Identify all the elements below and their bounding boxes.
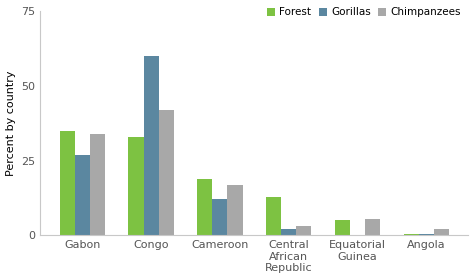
Bar <box>281 229 296 235</box>
Legend: Forest, Gorillas, Chimpanzees: Forest, Gorillas, Chimpanzees <box>265 5 463 19</box>
Bar <box>335 220 350 235</box>
Bar <box>75 155 90 235</box>
Bar <box>434 229 449 235</box>
Bar <box>144 56 159 235</box>
Bar <box>212 199 228 235</box>
Bar <box>296 227 311 235</box>
Bar <box>419 234 434 235</box>
Bar <box>128 137 144 235</box>
Bar <box>90 134 105 235</box>
Bar <box>403 234 419 235</box>
Bar <box>228 184 243 235</box>
Bar <box>60 131 75 235</box>
Bar <box>365 219 380 235</box>
Bar <box>159 110 174 235</box>
Bar <box>197 179 212 235</box>
Y-axis label: Percent by country: Percent by country <box>6 71 16 176</box>
Bar <box>266 196 281 235</box>
